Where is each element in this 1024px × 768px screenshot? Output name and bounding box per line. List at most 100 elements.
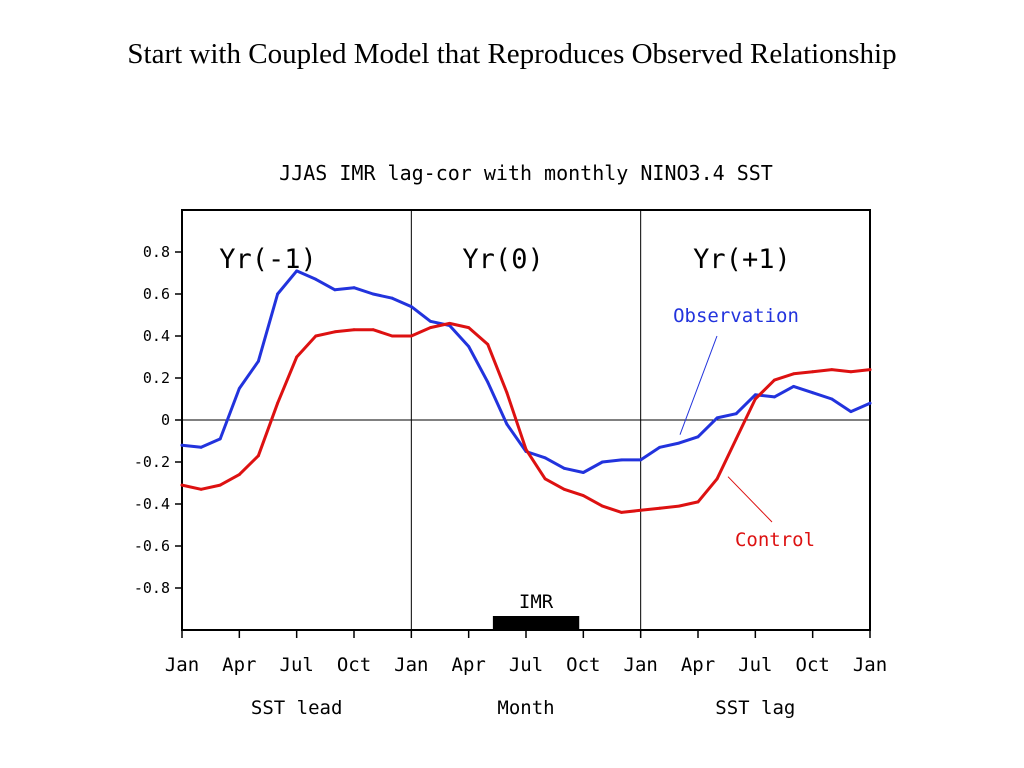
data-point-observation [658,445,662,449]
y-tick-label: -0.8 [134,579,170,597]
x-tick-label: Jul [738,654,772,676]
data-point-observation [467,345,471,348]
data-point-control [505,391,509,395]
data-point-control [677,504,681,508]
y-tick-label: 0.6 [143,285,170,303]
data-point-observation [715,416,719,420]
period-label: Yr(-1) [219,244,317,275]
data-point-observation [429,319,432,323]
x-tick-label: Jan [394,654,428,676]
x-tick-label: Jan [624,654,658,676]
data-point-observation [257,359,260,363]
data-point-control [199,487,203,491]
data-point-control [792,372,795,376]
data-point-observation [753,393,757,397]
x-group-label: Month [497,697,554,719]
data-point-control [390,334,394,338]
y-tick-label: 0.2 [143,369,170,387]
x-tick-label: Apr [681,654,715,676]
x-tick-label: Jul [280,654,314,676]
slide-title: Start with Coupled Model that Reproduces… [127,38,897,70]
y-tick-label: -0.4 [134,495,170,513]
data-point-observation [849,410,853,413]
x-group-label: SST lag [715,697,795,719]
data-point-control [352,328,356,332]
data-point-observation [620,458,623,462]
data-point-observation [543,456,547,460]
data-point-observation [581,471,585,474]
data-point-control [295,355,299,359]
data-point-control [237,473,241,476]
data-point-control [581,494,585,497]
data-point-observation [276,292,279,296]
data-point-observation [696,435,700,439]
data-point-control [467,326,471,329]
data-point-observation [811,391,815,395]
data-point-observation [639,458,643,462]
data-point-observation [868,401,872,405]
data-point-control [753,397,757,401]
data-point-observation [295,269,299,273]
data-point-control [620,511,623,514]
x-tick-label: Oct [566,654,600,676]
data-point-control [524,448,528,451]
data-point-observation [601,460,604,464]
data-point-observation [218,437,222,441]
x-tick-label: Apr [452,654,486,676]
x-group-label: SST lead [251,697,343,719]
series-line-control [180,321,872,514]
data-point-control [180,483,184,487]
data-point-observation [180,443,184,447]
data-point-control [429,326,432,329]
data-point-control [868,368,872,371]
x-tick-label: Apr [222,654,256,676]
data-point-observation [237,387,241,390]
data-point-control [696,500,700,504]
data-point-observation [371,292,375,296]
period-label: Yr(+1) [693,244,791,275]
series-line-observation [180,269,872,474]
period-label: Yr(0) [462,244,543,275]
chart-title: JJAS IMR lag-cor with monthly NINO3.4 SS… [279,161,773,185]
data-point-observation [199,445,203,449]
control-leader-line [727,476,773,523]
data-point-control [276,401,279,405]
data-point-control [562,487,566,491]
data-point-control [601,504,604,508]
y-tick-label: 0.8 [143,243,170,261]
data-point-observation [505,422,509,426]
data-point-control [333,330,337,334]
data-point-control [448,322,451,325]
series-label-observation: Observation [673,305,799,327]
x-tick-label: Jan [165,654,199,676]
imr-label: IMR [519,591,554,613]
y-tick-label: -0.6 [134,537,170,555]
data-point-observation [562,466,566,470]
data-point-control [257,454,260,458]
data-point-control [543,477,547,481]
data-point-observation [333,288,337,292]
data-point-observation [390,296,394,300]
data-point-observation [830,397,834,401]
data-point-observation [486,380,490,384]
data-point-observation [677,441,681,445]
series-label-control: Control [735,529,815,551]
x-tick-label: Jan [853,654,887,676]
data-point-observation [314,277,318,281]
data-point-control [734,437,738,441]
y-tick-label: -0.2 [134,453,170,471]
data-point-control [773,378,776,382]
x-tick-label: Jul [509,654,543,676]
data-point-control [639,508,643,512]
data-point-control [371,328,375,332]
y-tick-label: 0.4 [143,327,170,345]
data-point-control [486,343,490,346]
data-point-control [715,477,719,481]
observation-leader-line [679,335,718,435]
data-point-observation [792,385,795,388]
data-point-control [314,334,318,338]
data-point-observation [734,412,738,416]
data-point-control [830,368,834,371]
data-point-control [409,334,413,338]
